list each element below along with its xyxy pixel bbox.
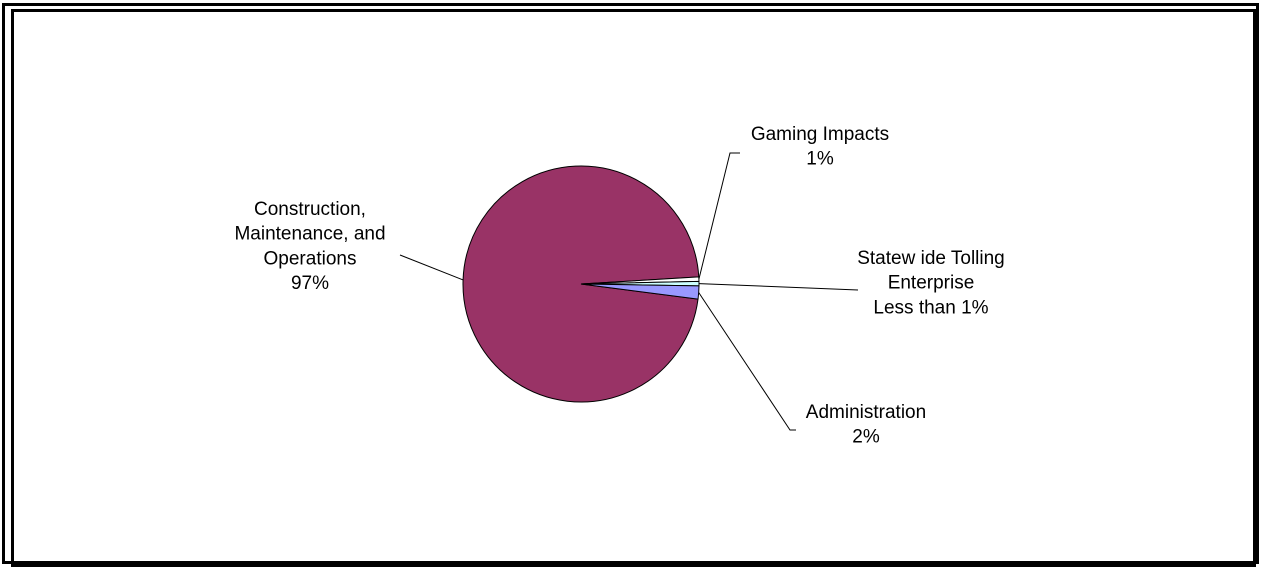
leader-line-tolling <box>698 283 859 291</box>
slice-label-line: Construction, <box>254 199 366 220</box>
slice-label-line: Operations <box>264 248 357 269</box>
leader-lines <box>399 152 859 431</box>
slice-label-line: Gaming Impacts <box>751 124 889 145</box>
slice-label-line: 2% <box>852 427 880 448</box>
slice-label-administration: Administration 2% <box>806 402 926 448</box>
chart-outer-border <box>2 3 1259 564</box>
leader-line-gaming-impacts <box>698 152 740 280</box>
slice-label-tolling: Statew ide Tolling Enterprise Less than 1% <box>857 248 1005 318</box>
slice-label-line: 1% <box>806 149 834 170</box>
slice-labels: Construction, Maintenance, and Operations 9… <box>234 124 1004 448</box>
leader-line-construction <box>399 254 464 281</box>
leader-line-administration <box>698 292 796 431</box>
slice-label-line: Statew ide Tolling <box>857 248 1005 269</box>
slice-label-line: 97% <box>291 273 329 294</box>
slice-label-line: Enterprise <box>888 273 975 294</box>
slice-label-gaming-impacts: Gaming Impacts 1% <box>751 124 889 170</box>
chart-inner-border <box>11 9 1256 567</box>
pie-slices <box>462 165 700 403</box>
slice-label-construction: Construction, Maintenance, and Operations 9… <box>234 199 385 294</box>
slice-label-line: Maintenance, and <box>234 224 385 245</box>
slice-label-line: Administration <box>806 402 926 423</box>
slice-label-line: Less than 1% <box>873 297 988 318</box>
